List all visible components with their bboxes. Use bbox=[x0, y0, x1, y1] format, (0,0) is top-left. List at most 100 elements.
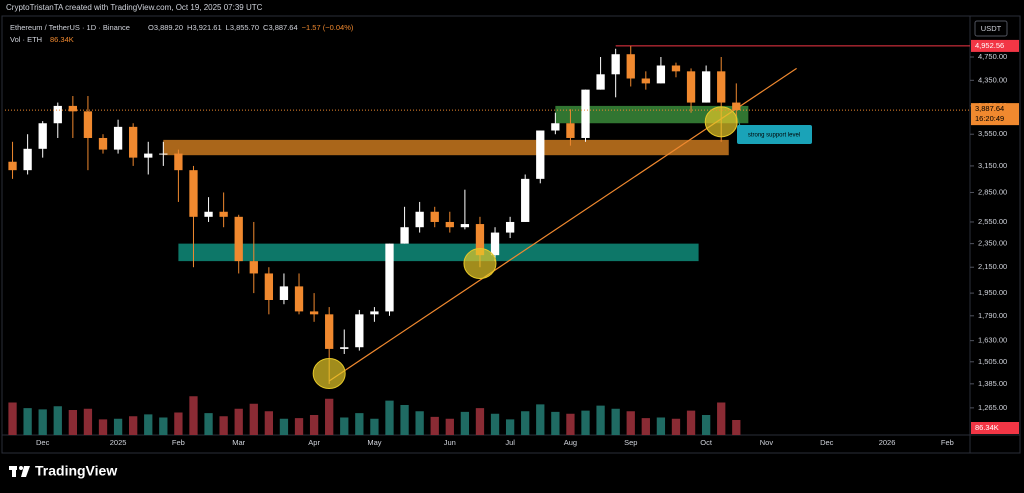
volume-bar bbox=[430, 416, 439, 435]
candle-body bbox=[581, 89, 590, 138]
volume-bar bbox=[370, 418, 379, 435]
y-tick-label: 4,350.00 bbox=[978, 75, 1007, 84]
callout-box bbox=[737, 125, 812, 144]
volume-bar bbox=[340, 417, 349, 435]
volume-bar bbox=[505, 419, 515, 435]
volume-bar bbox=[701, 415, 711, 435]
volume-bar bbox=[159, 417, 168, 435]
y-tick-label: 2,850.00 bbox=[978, 187, 1007, 196]
y-tick-label: 1,630.00 bbox=[978, 336, 1007, 345]
candle-body bbox=[340, 347, 349, 349]
volume-bar bbox=[83, 408, 93, 435]
candle-body bbox=[505, 221, 515, 233]
volume-bar bbox=[98, 419, 108, 435]
x-tick-label: Aug bbox=[564, 438, 577, 447]
candle-body bbox=[249, 261, 258, 274]
candle-body bbox=[129, 126, 138, 158]
y-tick-label: 1,505.00 bbox=[978, 357, 1007, 366]
candle-body bbox=[415, 211, 424, 228]
volume-bar bbox=[460, 411, 470, 435]
volume-bar bbox=[294, 418, 304, 435]
candle-body bbox=[626, 54, 635, 79]
x-tick-label: 2025 bbox=[110, 438, 127, 447]
volume-bar bbox=[113, 418, 123, 435]
volume-bar bbox=[174, 412, 183, 435]
high-label: 4,952.56 bbox=[975, 41, 1004, 50]
volume-tag-label: 86.34K bbox=[975, 423, 999, 432]
currency-box[interactable] bbox=[974, 20, 1008, 37]
volume-bar bbox=[53, 406, 62, 435]
x-tick-label: Feb bbox=[941, 438, 954, 447]
candle-body bbox=[98, 137, 108, 150]
volume-bar bbox=[581, 410, 590, 435]
x-tick-label: Dec bbox=[820, 438, 834, 447]
volume-bar bbox=[490, 413, 500, 435]
volume-bar bbox=[551, 411, 560, 435]
volume-bar bbox=[641, 418, 650, 435]
candle-body bbox=[325, 314, 334, 349]
y-tick-label: 1,265.00 bbox=[978, 403, 1007, 412]
candle-body bbox=[430, 211, 439, 222]
volume-bar bbox=[656, 417, 666, 435]
x-tick-label: Jun bbox=[444, 438, 456, 447]
candle-body bbox=[611, 54, 620, 75]
candle-body bbox=[400, 227, 409, 244]
volume-bar bbox=[219, 416, 228, 435]
price-tag bbox=[971, 103, 1019, 126]
candle-body bbox=[68, 105, 77, 112]
volume-tag bbox=[971, 422, 1019, 434]
candle-body bbox=[219, 211, 228, 217]
candle-body bbox=[204, 211, 213, 217]
volume-bar bbox=[415, 411, 424, 435]
y-tick-label: 1,385.00 bbox=[978, 379, 1007, 388]
volume-bar bbox=[309, 415, 319, 435]
volume-bar bbox=[686, 410, 696, 435]
highlight-circle bbox=[704, 106, 738, 138]
candle-body bbox=[370, 311, 379, 315]
ohlc-value: −1.57 (−0.04%) bbox=[302, 23, 354, 32]
volume-value: 86.34K bbox=[50, 35, 74, 44]
x-tick-label: Jul bbox=[505, 438, 515, 447]
candle-body bbox=[445, 221, 454, 228]
volume-bar bbox=[23, 408, 32, 435]
volume-bar bbox=[566, 413, 575, 435]
candle-body bbox=[53, 105, 62, 124]
candle-body bbox=[38, 123, 47, 149]
x-tick-label: Nov bbox=[760, 438, 774, 447]
volume-bar bbox=[249, 403, 258, 435]
symbol-title: Ethereum / TetherUS · 1D · Binance bbox=[10, 23, 130, 32]
candle-body bbox=[279, 286, 289, 300]
candle-body bbox=[385, 243, 394, 312]
callout-text: strong support level bbox=[748, 133, 800, 139]
candle-body bbox=[717, 71, 726, 103]
candle-body bbox=[596, 74, 605, 90]
candle-body bbox=[686, 71, 696, 103]
candle-body bbox=[536, 130, 545, 179]
y-tick-label: 2,150.00 bbox=[978, 262, 1007, 271]
top-note: CryptoTristanTA created with TradingView… bbox=[6, 3, 263, 12]
candle-body bbox=[460, 224, 470, 228]
volume-bar bbox=[521, 411, 530, 435]
logo-part bbox=[12, 466, 16, 477]
volume-bar bbox=[732, 420, 741, 435]
candle-body bbox=[309, 311, 319, 315]
volume-bar bbox=[536, 404, 545, 435]
candle-body bbox=[113, 126, 123, 150]
x-tick-label: Apr bbox=[308, 438, 320, 447]
candle-body bbox=[234, 216, 243, 262]
highlight-circle bbox=[463, 248, 497, 280]
volume-bar bbox=[234, 408, 243, 435]
volume-bar bbox=[144, 414, 153, 435]
volume-bar bbox=[129, 416, 138, 435]
y-tick-label: 3,550.00 bbox=[978, 129, 1007, 138]
currency[interactable]: USDT bbox=[981, 24, 1002, 33]
logo-part bbox=[19, 466, 23, 470]
volume-bar bbox=[68, 410, 77, 435]
volume-bar bbox=[611, 408, 620, 435]
volume-title: Vol · ETH bbox=[10, 35, 42, 44]
volume-bar bbox=[189, 396, 198, 435]
candle-body bbox=[490, 232, 500, 256]
volume-bar bbox=[325, 398, 334, 435]
price-zone bbox=[163, 139, 729, 156]
volume-bar bbox=[38, 409, 47, 435]
